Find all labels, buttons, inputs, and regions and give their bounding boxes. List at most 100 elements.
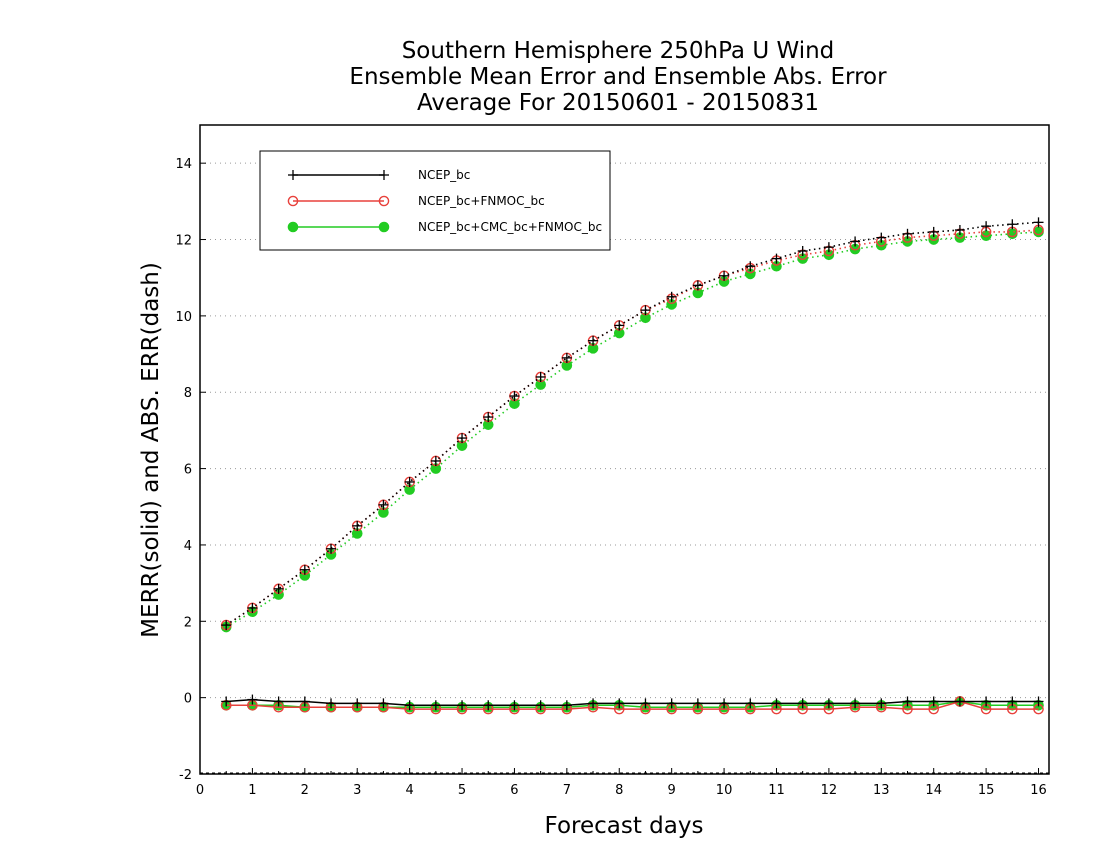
y-tick-label: 4	[184, 539, 192, 554]
abs-error-point	[299, 564, 310, 575]
mean-error-point	[273, 696, 284, 707]
abs-error-point	[588, 335, 599, 346]
mean-error-point	[535, 700, 546, 711]
mean-error-point	[745, 698, 756, 709]
mean-error-point	[614, 698, 625, 709]
abs-error-point	[326, 543, 337, 554]
mean-error-point	[640, 698, 651, 709]
legend: NCEP_bc NCEP_bc+FNMOC_bc NCEP_bc+CMC_bc+FN…	[259, 150, 611, 251]
x-axis: 0 1 2 3 4 5 6 7 8 9 10 11 12 13 14 15 16	[196, 768, 1047, 798]
mean-error-point	[404, 700, 415, 711]
abs-error-point	[509, 391, 520, 402]
mean-error-point	[1007, 696, 1018, 707]
abs-error-point	[483, 412, 494, 423]
mean-error-point	[378, 698, 389, 709]
series-0	[221, 217, 1044, 711]
abs-error-point	[823, 242, 834, 253]
x-tick-label: 3	[353, 783, 361, 798]
mean-error-point	[1033, 696, 1044, 707]
x-tick-label: 16	[1030, 783, 1047, 798]
chart-title-line-1: Southern Hemisphere 250hPa U Wind	[402, 38, 835, 64]
abs-error-point	[614, 320, 625, 331]
mean-error-line	[226, 698, 1039, 707]
mean-error-line	[226, 700, 1039, 708]
mean-error-point	[457, 700, 468, 711]
abs-error-point	[876, 232, 887, 243]
y-tick-label: 0	[184, 692, 192, 707]
legend-marker	[287, 195, 299, 207]
legend-label: NCEP_bc	[418, 168, 470, 182]
mean-error-point	[692, 698, 703, 709]
x-tick-label: 0	[196, 783, 204, 798]
y-tick-label: 8	[184, 386, 192, 401]
x-tick-label: 8	[615, 783, 623, 798]
x-tick-label: 2	[301, 783, 309, 798]
legend-entry: NCEP_bc	[288, 168, 470, 182]
abs-error-point	[640, 305, 651, 316]
x-tick-label: 6	[510, 783, 518, 798]
legend-marker	[378, 221, 390, 233]
mean-error-point	[483, 700, 494, 711]
mean-error-point	[876, 698, 887, 709]
legend-marker	[287, 221, 299, 233]
x-tick-label: 14	[925, 783, 942, 798]
mean-error-point	[509, 700, 520, 711]
legend-entry: NCEP_bc+CMC_bc+FNMOC_bc	[287, 220, 602, 234]
abs-error-point	[981, 221, 992, 232]
abs-error-point	[1007, 219, 1018, 230]
x-tick-label: 13	[873, 783, 890, 798]
chart-title: Southern Hemisphere 250hPa U Wind Ensemb…	[349, 38, 887, 116]
mean-error-point	[352, 698, 363, 709]
abs-error-point	[430, 455, 441, 466]
abs-error-point	[535, 371, 546, 382]
legend-entry: NCEP_bc+FNMOC_bc	[287, 194, 545, 208]
mean-error-point	[299, 696, 310, 707]
x-axis-label: Forecast days	[545, 813, 704, 839]
gridlines	[200, 162, 1049, 774]
x-tick-label: 9	[668, 783, 676, 798]
y-tick-label: 6	[184, 463, 192, 478]
mean-error-point	[588, 698, 599, 709]
mean-error-point	[326, 698, 337, 709]
abs-error-point	[1033, 217, 1044, 228]
abs-error-point	[928, 226, 939, 237]
abs-error-point	[797, 245, 808, 256]
abs-error-point	[692, 280, 703, 291]
mean-error-point	[797, 698, 808, 709]
mean-error-point	[981, 696, 992, 707]
chart-title-line-2: Ensemble Mean Error and Ensemble Abs. Er…	[349, 64, 887, 90]
abs-error-point	[719, 270, 730, 281]
y-tick-label: -2	[179, 768, 192, 783]
mean-error-point	[928, 696, 939, 707]
legend-label: NCEP_bc+CMC_bc+FNMOC_bc	[418, 220, 602, 234]
x-tick-label: 7	[563, 783, 571, 798]
legend-label: NCEP_bc+FNMOC_bc	[418, 194, 545, 208]
abs-error-point	[954, 224, 965, 235]
plot-frame	[199, 124, 1050, 775]
abs-error-point	[378, 499, 389, 510]
abs-error-point	[273, 583, 284, 594]
abs-error-point	[561, 352, 572, 363]
y-tick-label: 14	[175, 157, 192, 172]
legend-marker	[378, 195, 390, 207]
abs-error-line	[225, 221, 1039, 626]
x-tick-label: 15	[978, 783, 995, 798]
series-layer	[220, 217, 1044, 715]
abs-error-point	[745, 261, 756, 272]
abs-error-point	[404, 476, 415, 487]
mean-error-point	[850, 698, 861, 709]
x-tick-label: 12	[821, 783, 838, 798]
mean-error-point	[561, 700, 572, 711]
legend-marker	[288, 170, 298, 180]
mean-error-point	[823, 698, 834, 709]
mean-error-point	[902, 696, 913, 707]
abs-error-point	[902, 228, 913, 239]
mean-error-point	[430, 700, 441, 711]
mean-error-point	[771, 698, 782, 709]
abs-error-point	[457, 433, 468, 444]
mean-error-point	[221, 696, 232, 707]
mean-error-point	[247, 694, 258, 705]
x-tick-label: 11	[768, 783, 785, 798]
abs-error-point	[771, 253, 782, 264]
abs-error-line	[225, 231, 1039, 628]
